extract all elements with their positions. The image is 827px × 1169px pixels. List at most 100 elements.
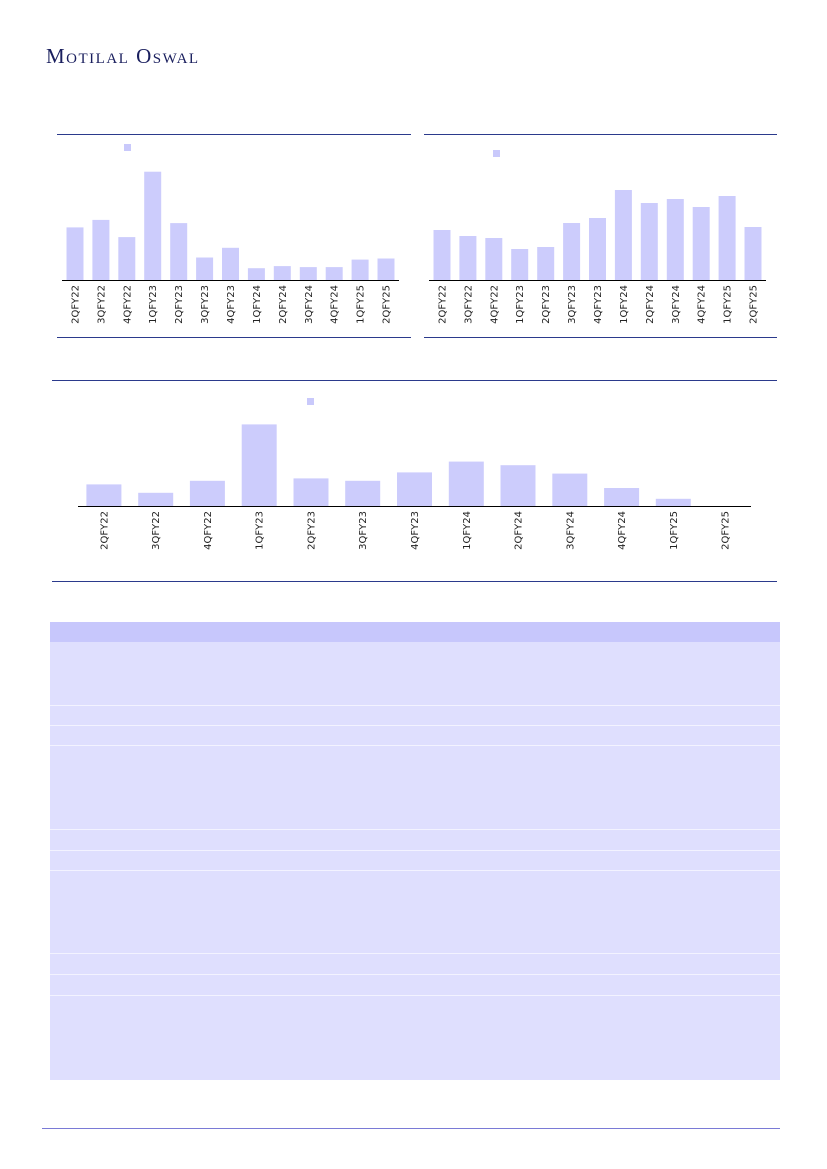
chart-panel-2: 2QFY22 3QFY22 4QFY22 1QFY23 2QFY23 3QFY23 4QFY… (424, 134, 777, 339)
chart-panel-1: 2QFY22 3QFY22 4QFY22 1QFY23 2QFY23 3QFY23 4QFY… (57, 134, 411, 339)
bar-2QFY24 (640, 203, 658, 280)
bar-4QFY24 (325, 267, 343, 280)
x-tick-label: 1QFY23 (148, 285, 159, 324)
bar-3QFY22 (92, 219, 110, 280)
bar-3QFY23 (563, 223, 581, 280)
x-tick-label: 1QFY24 (619, 285, 630, 324)
chart-bottom-rule (57, 337, 411, 338)
table-header-row (50, 622, 780, 642)
x-tick-label: 3QFY24 (671, 285, 682, 324)
x-tick-label: 3QFY23 (200, 285, 211, 324)
bar-3QFY24 (552, 473, 588, 506)
x-tick-label: 4QFY22 (489, 285, 500, 324)
chart-bottom-rule (424, 337, 777, 338)
x-tick-label: 2QFY22 (71, 285, 82, 324)
bar-1QFY24 (448, 461, 484, 506)
bar-4QFY22 (189, 480, 225, 506)
company-logo: Motilal Oswal (46, 44, 200, 68)
x-tick-label: 2QFY23 (174, 285, 185, 324)
bar-2QFY25 (377, 258, 395, 280)
bar-2QFY24 (273, 266, 291, 280)
bar-2QFY23 (170, 223, 188, 280)
bar-1QFY23 (241, 424, 277, 506)
x-tick-label: 2QFY23 (307, 511, 318, 550)
x-tick-label: 3QFY23 (358, 511, 369, 550)
bar-2QFY22 (86, 484, 122, 506)
bar-3QFY23 (345, 480, 381, 506)
bar-2QFY22 (66, 227, 84, 280)
x-tick-label: 2QFY24 (514, 511, 525, 550)
bar-1QFY25 (718, 196, 736, 280)
bar-2QFY23 (293, 478, 329, 506)
bar-2QFY24 (500, 465, 536, 506)
bar-2QFY23 (537, 247, 555, 280)
table-row-divider (50, 870, 780, 871)
x-tick-label: 1QFY23 (515, 285, 526, 324)
chart-top-rule (52, 380, 777, 381)
table-row-divider (50, 725, 780, 726)
table-row-divider (50, 829, 780, 830)
bar-chart-1: 2QFY22 3QFY22 4QFY22 1QFY23 2QFY23 3QFY23 4QFY… (62, 144, 399, 324)
x-tick-label: 3QFY22 (463, 285, 474, 324)
x-tick-label: 4QFY24 (330, 285, 341, 324)
chart-top-rule (424, 134, 777, 135)
bar-2QFY25 (744, 227, 762, 280)
bar-chart-2: 2QFY22 3QFY22 4QFY22 1QFY23 2QFY23 3QFY23 4QFY… (429, 150, 766, 324)
x-tick-label: 3QFY24 (304, 285, 315, 324)
bar-4QFY24 (692, 207, 710, 280)
table-row-divider (50, 974, 780, 975)
x-tick-label: 2QFY24 (645, 285, 656, 324)
x-tick-label: 4QFY24 (697, 285, 708, 324)
bar-1QFY25 (655, 498, 691, 506)
legend-swatch (307, 398, 314, 405)
bar-1QFY23 (511, 249, 529, 280)
chart-panel-3: 2QFY22 3QFY22 4QFY22 1QFY23 2QFY23 3QFY23 4QFY… (52, 380, 777, 583)
x-tick-label: 2QFY25 (749, 285, 760, 324)
x-tick-label: 2QFY25 (721, 511, 732, 550)
x-tick-label: 1QFY25 (356, 285, 367, 324)
x-tick-label: 4QFY22 (122, 285, 133, 324)
x-tick-label: 3QFY23 (567, 285, 578, 324)
legend-swatch (124, 144, 131, 151)
table-row-divider (50, 953, 780, 954)
x-tick-label: 2QFY23 (541, 285, 552, 324)
x-tick-label: 2QFY24 (278, 285, 289, 324)
bar-4QFY23 (397, 472, 432, 506)
bar-3QFY22 (459, 236, 477, 280)
bar-4QFY23 (222, 247, 239, 280)
bar-4QFY24 (604, 488, 640, 506)
footer-rule (42, 1128, 780, 1129)
bar-4QFY23 (589, 218, 606, 280)
x-tick-label: 1QFY25 (723, 285, 734, 324)
bar-4QFY22 (485, 238, 503, 280)
x-tick-label: 3QFY22 (96, 285, 107, 324)
bar-chart-3: 2QFY22 3QFY22 4QFY22 1QFY23 2QFY23 3QFY23 4QFY… (78, 398, 751, 550)
x-tick-label: 3QFY24 (565, 511, 576, 550)
x-tick-label: 1QFY24 (462, 511, 473, 550)
bar-1QFY23 (144, 171, 162, 280)
bar-3QFY23 (196, 257, 214, 280)
bar-4QFY22 (118, 237, 136, 280)
chart-top-rule (57, 134, 411, 135)
x-tick-label: 2QFY22 (438, 285, 449, 324)
table-row-divider (50, 705, 780, 706)
bar-2QFY22 (433, 230, 451, 280)
x-tick-label: 2QFY22 (99, 511, 110, 550)
x-tick-label: 1QFY25 (669, 511, 680, 550)
x-tick-label: 4QFY23 (226, 285, 237, 324)
table-row-divider (50, 850, 780, 851)
bar-3QFY22 (138, 492, 174, 506)
x-tick-label: 2QFY25 (382, 285, 393, 324)
x-tick-label: 1QFY24 (252, 285, 263, 324)
x-tick-label: 4QFY23 (593, 285, 604, 324)
bar-3QFY24 (666, 199, 684, 280)
chart-bottom-rule (52, 581, 777, 582)
table-row-divider (50, 995, 780, 996)
bar-1QFY25 (351, 259, 369, 280)
bar-1QFY24 (247, 268, 265, 280)
x-tick-label: 4QFY22 (203, 511, 214, 550)
table-row-divider (50, 745, 780, 746)
data-table (50, 622, 780, 1080)
x-tick-label: 3QFY22 (151, 511, 162, 550)
x-tick-label: 4QFY23 (410, 511, 421, 550)
